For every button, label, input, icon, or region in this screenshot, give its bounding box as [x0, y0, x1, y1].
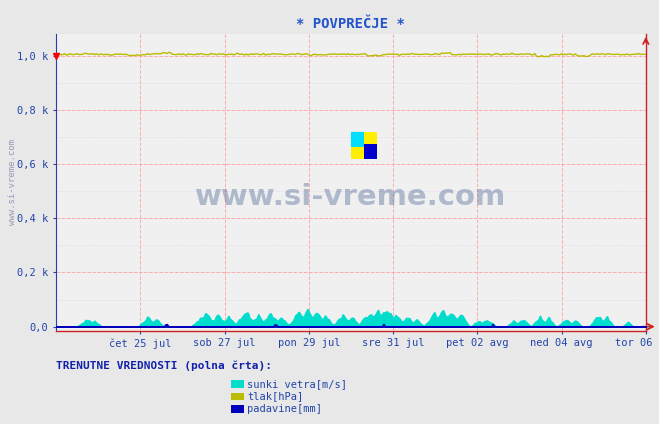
- Text: sunki vetra[m/s]: sunki vetra[m/s]: [247, 379, 347, 389]
- Bar: [364, 144, 378, 159]
- Text: www.si-vreme.com: www.si-vreme.com: [195, 183, 507, 211]
- Title: * POVPREČJE *: * POVPREČJE *: [297, 17, 405, 31]
- Text: padavine[mm]: padavine[mm]: [247, 404, 322, 414]
- Text: www.si-vreme.com: www.si-vreme.com: [8, 139, 17, 225]
- Text: tlak[hPa]: tlak[hPa]: [247, 391, 303, 402]
- Bar: [351, 132, 364, 147]
- Bar: [351, 132, 378, 159]
- Polygon shape: [351, 132, 364, 147]
- Text: TRENUTNE VREDNOSTI (polna črta):: TRENUTNE VREDNOSTI (polna črta):: [56, 360, 272, 371]
